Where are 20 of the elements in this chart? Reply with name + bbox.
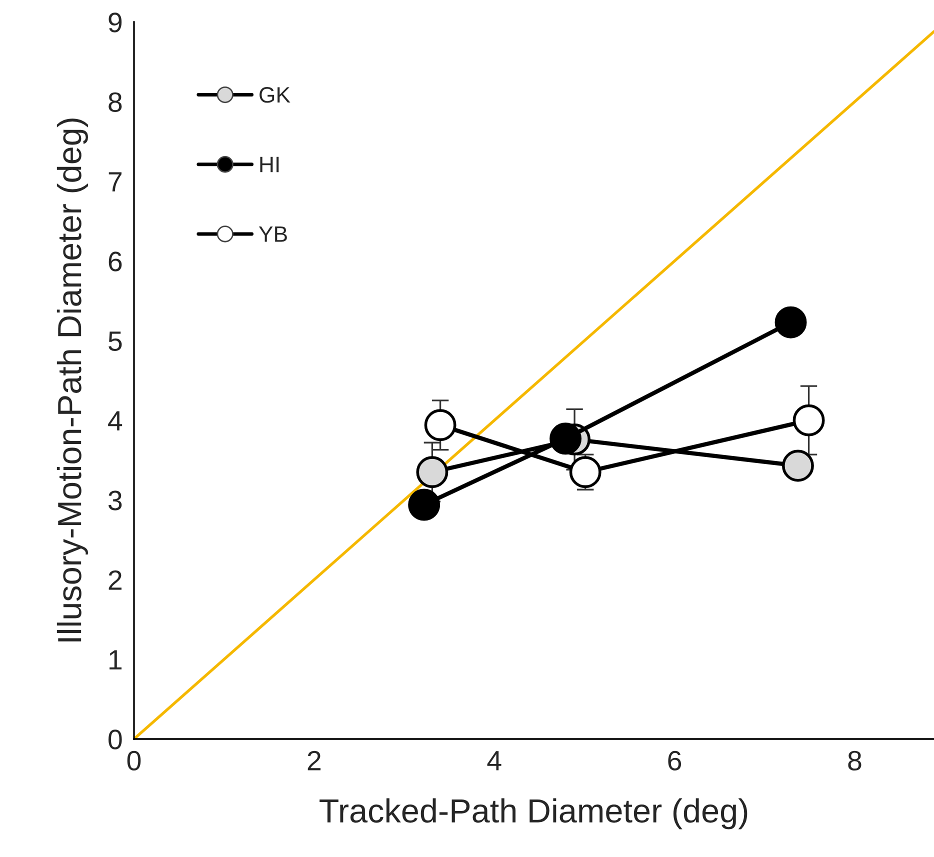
x-tick-label: 0	[127, 750, 141, 771]
legend-label: YB	[258, 226, 287, 242]
y-tick-label: 1	[110, 650, 122, 670]
legend-label: GK	[260, 87, 290, 103]
x-tick-label: 6	[668, 750, 682, 771]
y-tick-label: 0	[108, 730, 122, 750]
y-tick-label: 2	[108, 570, 122, 590]
y-tick-label: 4	[108, 411, 122, 430]
x-axis-title: Tracked-Path Diameter (deg)	[320, 798, 748, 830]
y-tick-label: 9	[108, 12, 122, 32]
y-tick-label: 7	[108, 172, 122, 192]
legend-label: HI	[260, 156, 279, 172]
y-tick-label: 6	[108, 252, 122, 272]
y-tick-label: 8	[108, 92, 122, 112]
x-tick-label: 2	[308, 750, 321, 770]
x-tick-label: 8	[848, 750, 862, 771]
x-tick-label: 4	[487, 751, 502, 770]
y-tick-label: 5	[108, 332, 122, 352]
y-tick-label: 3	[108, 490, 122, 510]
y-axis-title: Illusory-Motion-Path Diameter (deg)	[56, 118, 88, 642]
